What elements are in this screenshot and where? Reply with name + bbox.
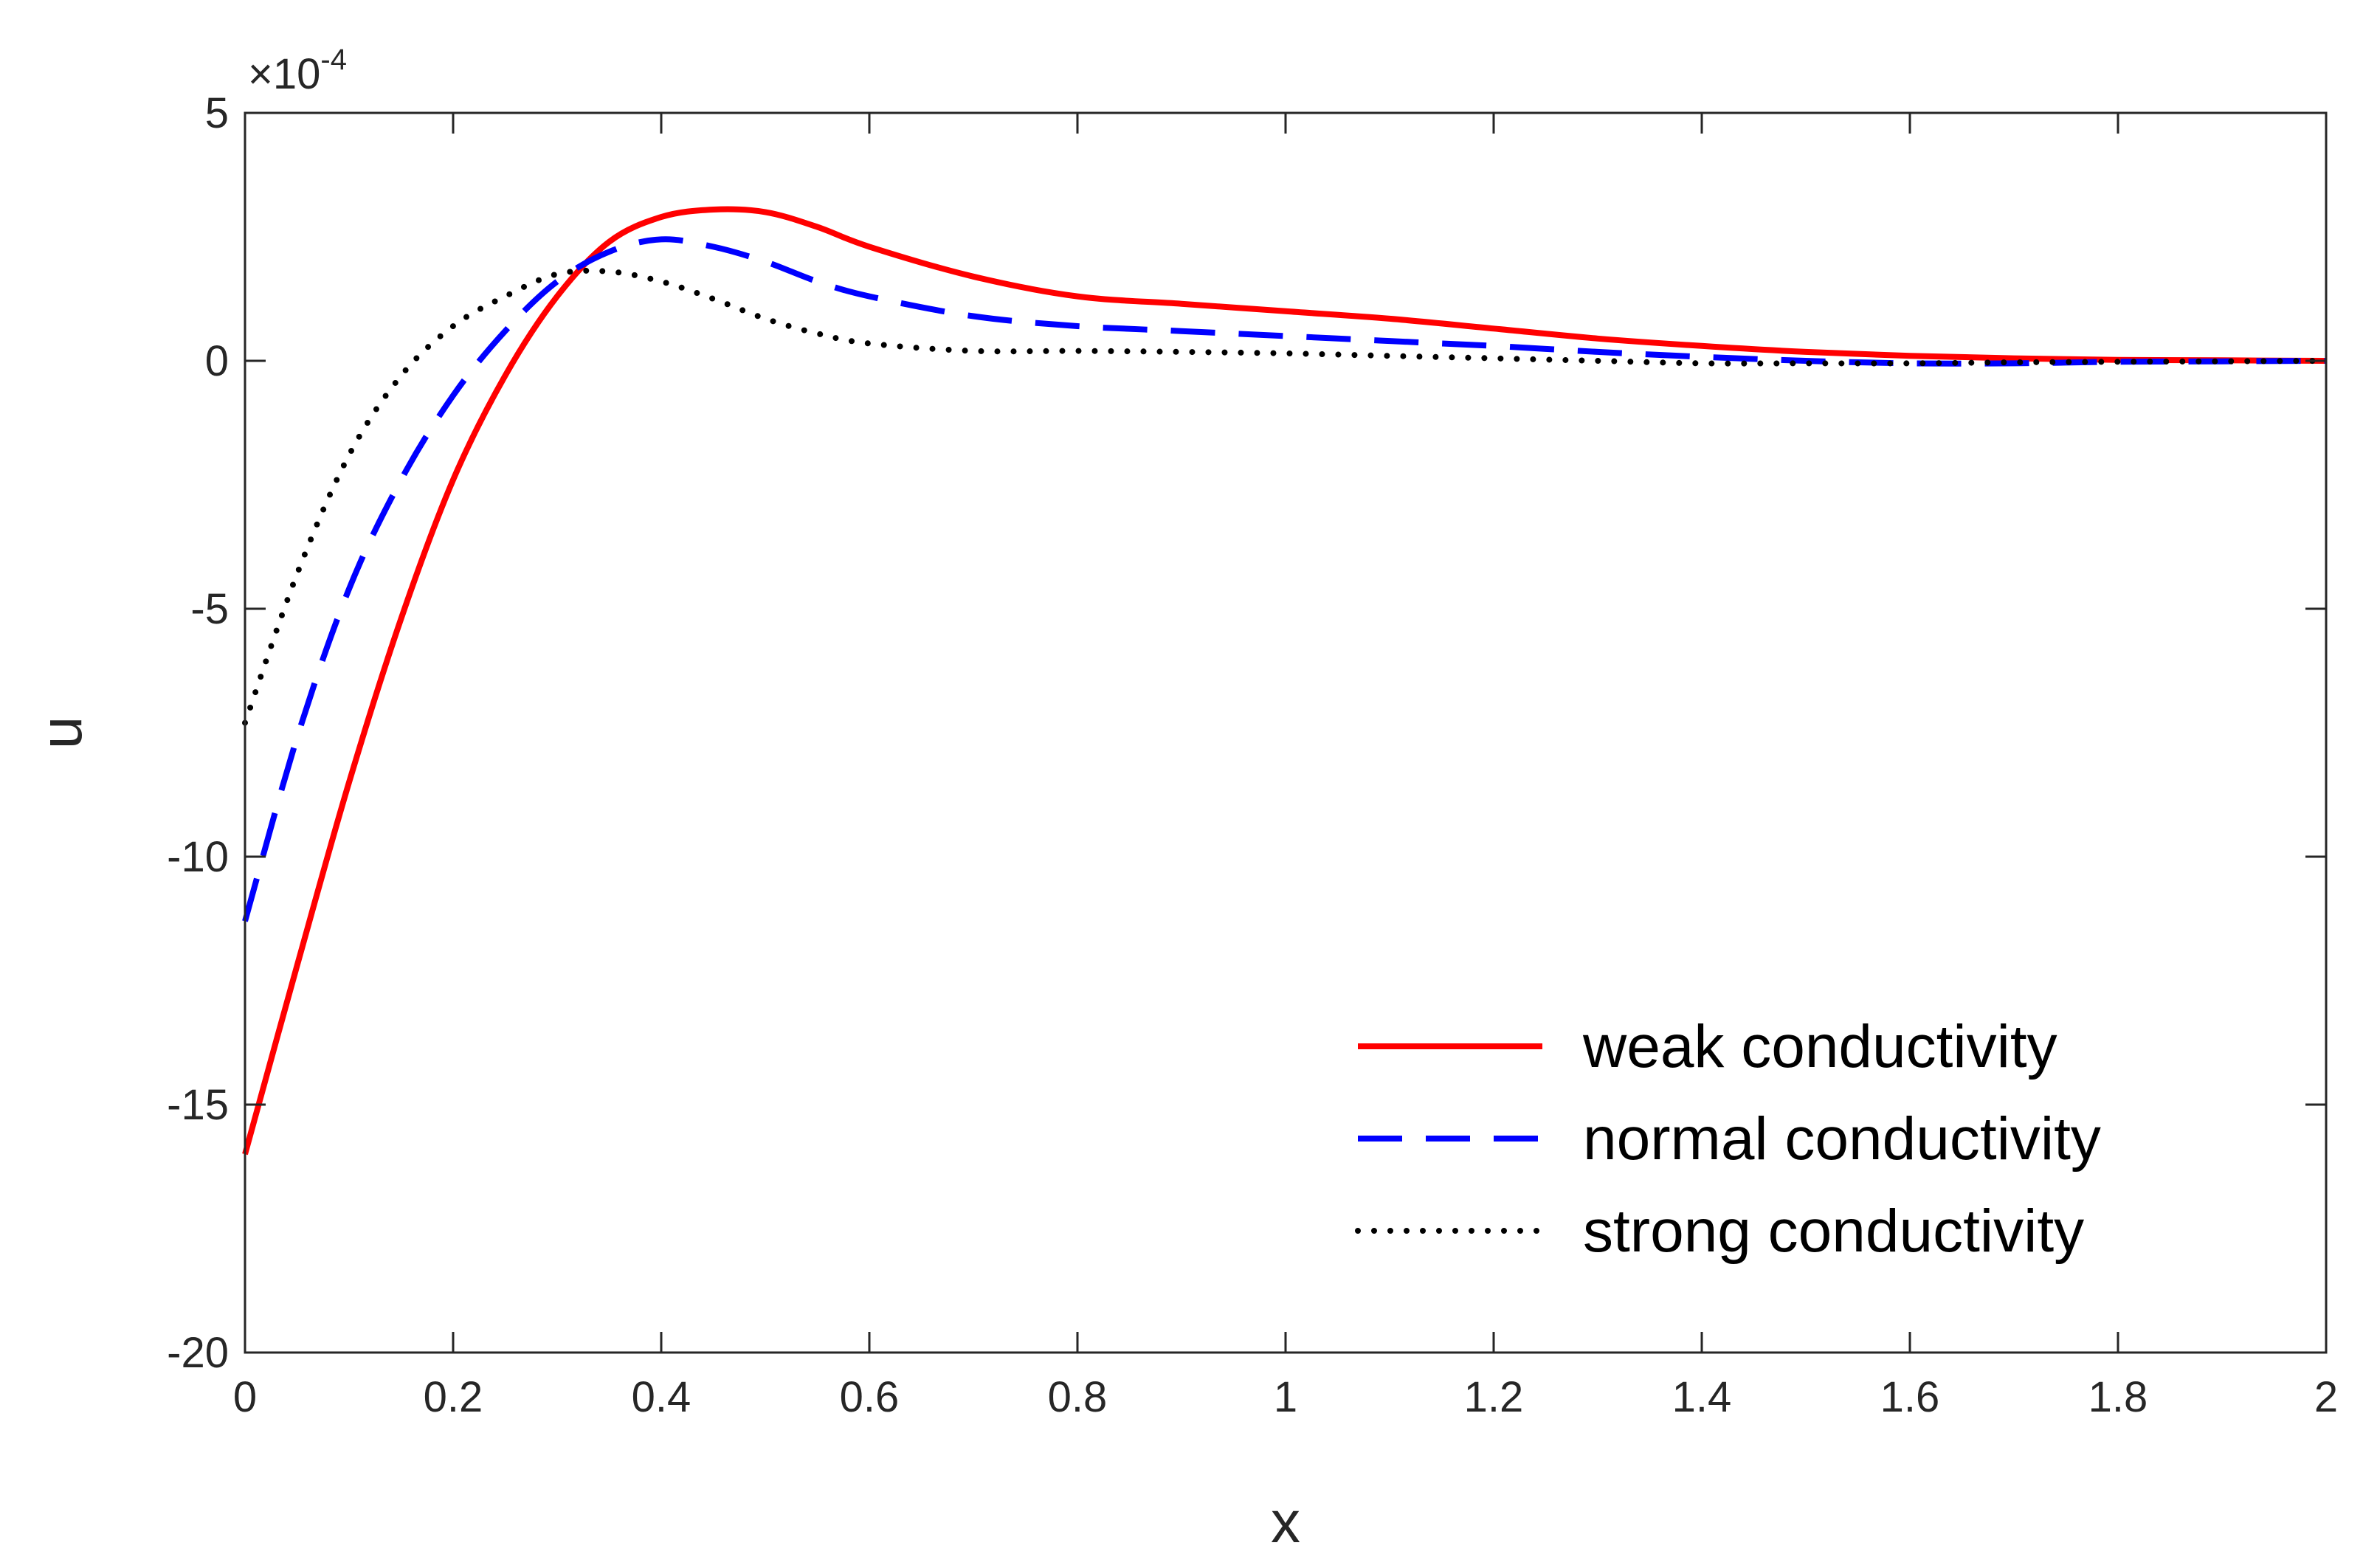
legend: weak conductivity normal conductivity st… bbox=[1350, 989, 2302, 1284]
y-tick-label: 5 bbox=[205, 89, 229, 137]
x-tick-label: 2 bbox=[2314, 1373, 2338, 1421]
y-axis-label: u bbox=[28, 716, 94, 750]
legend-label-normal: normal conductivity bbox=[1583, 1105, 2101, 1172]
series-line-weak bbox=[242, 206, 2327, 1156]
x-tick-label: 1.8 bbox=[2088, 1373, 2148, 1421]
y-tick-label: -20 bbox=[167, 1329, 229, 1377]
legend-label-weak: weak conductivity bbox=[1582, 1013, 2057, 1080]
y-tick-label: 0 bbox=[205, 337, 229, 385]
ticks-layer: 0 0.2 0.4 0.6 0.8 1 1.2 1.4 1.6 1.8 2 5 0 -5 -10 -15 -20 bbox=[167, 89, 2338, 1421]
x-axis-label: x bbox=[1271, 1489, 1300, 1555]
series-line-strong bbox=[242, 267, 2329, 726]
y-tick-label: -5 bbox=[190, 585, 229, 633]
y-tick-label: -10 bbox=[167, 833, 229, 881]
x-tick-label: 1 bbox=[1274, 1373, 1297, 1421]
x-tick-label: 0.2 bbox=[424, 1373, 483, 1421]
axes-box bbox=[244, 111, 2328, 1354]
legend-label-strong: strong conductivity bbox=[1583, 1198, 2084, 1265]
x-tick-label: 0.4 bbox=[632, 1373, 691, 1421]
series-layer bbox=[242, 206, 2329, 1156]
x-tick-label: 1.6 bbox=[1880, 1373, 1940, 1421]
x-tick-label: 0.8 bbox=[1048, 1373, 1108, 1421]
x-tick-label: 0.6 bbox=[840, 1373, 900, 1421]
x-tick-label: 1.4 bbox=[1672, 1373, 1732, 1421]
x-tick-label: 1.2 bbox=[1464, 1373, 1524, 1421]
x-tick-label: 0 bbox=[233, 1373, 257, 1421]
y-tick-label: -15 bbox=[167, 1081, 229, 1129]
y-axis-exponent: ×10-4 bbox=[248, 44, 347, 98]
